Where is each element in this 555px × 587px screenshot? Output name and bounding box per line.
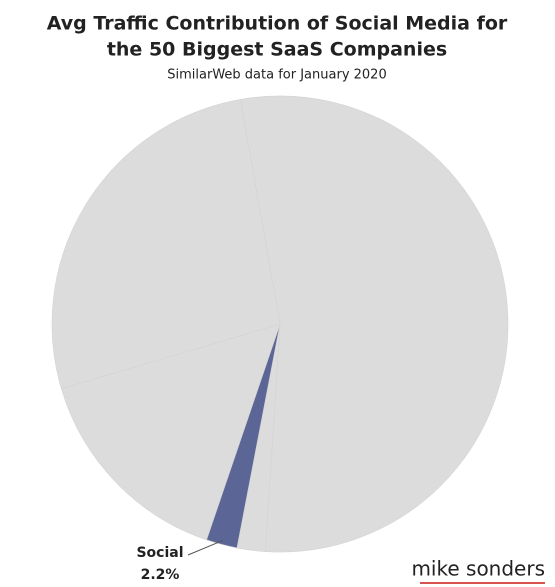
pie-slice [240, 95, 509, 553]
pie-slice [51, 99, 281, 390]
pie [51, 95, 509, 553]
value-label: 2.2% [141, 567, 180, 583]
credit: mike sonders [411, 557, 545, 581]
pie-slice [60, 323, 281, 541]
chart-title: Avg Traffic Contribution of Social Media… [47, 13, 508, 35]
chart-subtitle: SimilarWeb data for January 2020 [167, 68, 386, 83]
leader-line [187, 540, 223, 556]
slice-label: Social [136, 545, 183, 561]
chart-title: the 50 Biggest SaaS Companies [107, 39, 447, 61]
